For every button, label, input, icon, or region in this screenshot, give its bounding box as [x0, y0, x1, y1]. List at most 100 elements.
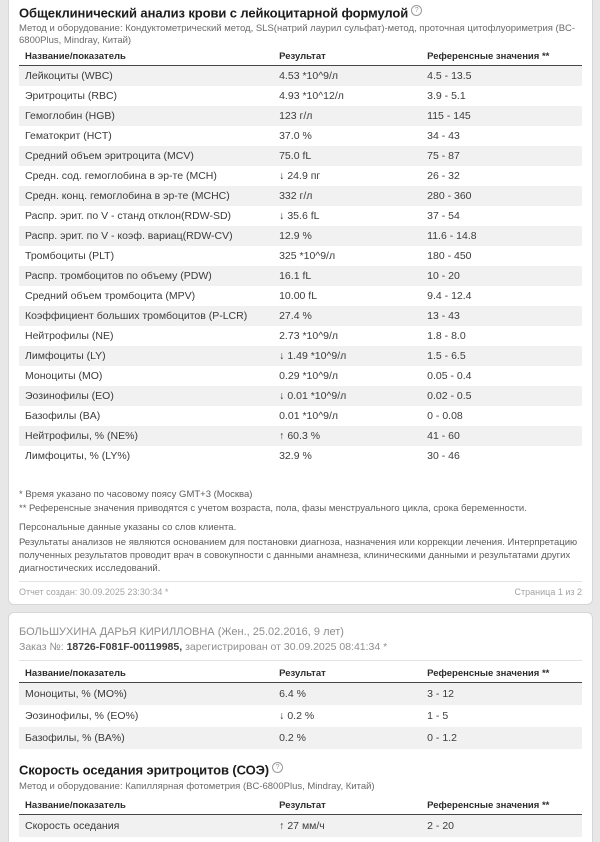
row-result: 0.29 *10^9/л	[279, 370, 427, 382]
order-number: 18726-F081F-00119985,	[66, 641, 183, 654]
info-icon[interactable]: ?	[272, 762, 283, 774]
esr-section-title: Скорость оседания эритроцитов (СОЭ)?	[19, 762, 582, 778]
column-header-name: Название/показатель	[25, 51, 126, 63]
row-reference-range: 30 - 46	[427, 450, 460, 463]
row-name: Лимфоциты, % (LY%)	[25, 450, 131, 463]
table-row: Распр. эрит. по V - коэф. вариац(RDW-CV)…	[19, 226, 582, 247]
row-result: 10.00 fL	[279, 290, 427, 302]
table-row: Средний объем эритроцита (MCV) 75.0 fL 75 …	[19, 146, 582, 167]
table-row: Базофилы, % (BA%) 0.2 % 0 - 1.2	[19, 727, 582, 750]
row-name: Средний объем тромбоцита (MPV)	[25, 290, 196, 303]
row-name: Скорость оседания	[25, 819, 120, 832]
row-result-value: 12.9 %	[279, 230, 312, 243]
row-name: Моноциты (MO)	[25, 370, 103, 383]
row-name: Эозинофилы, % (EO%)	[25, 710, 139, 723]
table-row: Базофилы (BA) 0.01 *10^9/л 0 - 0.08	[19, 406, 582, 426]
row-result-value: 1.49 *10^9/л	[287, 350, 347, 363]
table-row: Моноциты (MO) 0.29 *10^9/л 0.05 - 0.4	[19, 366, 582, 386]
row-result: 75.0 fL	[279, 150, 427, 162]
row-name: Распр. тромбоцитов по объему (PDW)	[25, 270, 212, 283]
footnote-timezone: * Время указано по часовому поясу GMT+3 …	[19, 489, 253, 501]
row-name: Средн. сод. гемоглобина в эр-те (MCH)	[25, 170, 217, 183]
report-created-timestamp: Отчет создан: 30.09.2025 23:30:34 *	[19, 587, 169, 598]
row-name: Гематокрит (HCT)	[25, 130, 112, 143]
esr-section-title-text: Скорость оседания эритроцитов (СОЭ)	[19, 762, 269, 778]
footnote-reference: ** Референсные значения приводятся с уче…	[19, 503, 527, 515]
row-reference-range: 13 - 43	[427, 310, 460, 323]
row-reference-range: 0.05 - 0.4	[427, 370, 472, 383]
row-name: Моноциты, % (MO%)	[25, 688, 127, 701]
info-icon[interactable]: ?	[411, 5, 423, 16]
order-info: Заказ №: 18726-F081F-00119985, зарегистр…	[19, 640, 582, 654]
order-registered: зарегистрирован от 30.09.2025 08:41:34 *	[182, 641, 388, 654]
row-reference-range: 37 - 54	[427, 210, 460, 223]
row-name: Эозинофилы (EO)	[25, 390, 114, 403]
order-label: Заказ №:	[19, 641, 67, 654]
table-row: Нейтрофилы (NE) 2.73 *10^9/л 1.8 - 8.0	[19, 326, 582, 346]
table-row: Распр. тромбоцитов по объему (PDW) 16.1 f…	[19, 266, 582, 287]
row-result-value: 332 г/л	[279, 190, 313, 203]
table-row: Распр. эрит. по V - станд отклон(RDW-SD)…	[19, 206, 582, 226]
row-name: Распр. эрит. по V - станд отклон(RDW-SD)	[25, 210, 232, 223]
row-reference-range: 75 - 87	[427, 150, 460, 163]
row-result: ↓ 0.01 *10^9/л	[279, 390, 427, 402]
arrow-up-icon: ↑	[279, 430, 285, 443]
row-reference-range: 180 - 450	[427, 250, 472, 263]
row-result-value: 10.00 fL	[279, 290, 318, 303]
personal-data-note: Персональные данные указаны со слов клие…	[19, 522, 237, 534]
row-result-value: 16.1 fL	[279, 270, 312, 283]
row-reference-range: 0 - 0.08	[427, 410, 463, 423]
row-reference-range: 0 - 1.2	[427, 732, 457, 745]
row-result: 4.93 *10^12/л	[279, 90, 427, 102]
row-reference-range: 4.5 - 13.5	[427, 70, 472, 83]
row-name: Тромбоциты (PLT)	[25, 250, 115, 263]
table-row: Гематокрит (HCT) 37.0 % 34 - 43	[19, 126, 582, 146]
row-reference-range: 10 - 20	[427, 270, 460, 283]
row-result: 12.9 %	[279, 230, 427, 242]
row-result: 6.4 %	[279, 688, 427, 700]
table-row: Лимфоциты, % (LY%) 32.9 % 30 - 46	[19, 446, 582, 466]
row-name: Гемоглобин (HGB)	[25, 110, 115, 123]
row-result-value: 123 г/л	[279, 110, 313, 123]
arrow-down-icon: ↓	[279, 390, 285, 403]
lab-report-page: { "cbc": { "title": "Общеклинический ана…	[8, 0, 593, 842]
row-result-value: 75.0 fL	[279, 150, 312, 163]
row-reference-range: 9.4 - 12.4	[427, 290, 472, 303]
esr-table-header: Название/показатель Результат Референсны…	[19, 799, 582, 815]
column-header-result: Результат	[279, 668, 326, 680]
row-result: ↓ 35.6 fL	[279, 210, 427, 222]
row-reference-range: 115 - 145	[427, 110, 471, 123]
table-row: Лимфоциты (LY) ↓ 1.49 *10^9/л 1.5 - 6.5	[19, 346, 582, 367]
row-result: 4.53 *10^9/л	[279, 70, 427, 82]
row-result-value: 27.4 %	[279, 310, 312, 323]
row-result: 37.0 %	[279, 130, 427, 142]
row-reference-range: 1.8 - 8.0	[427, 330, 466, 343]
arrow-down-icon: ↓	[279, 210, 285, 223]
row-reference-range: 1.5 - 6.5	[427, 350, 466, 363]
arrow-down-icon: ↓	[279, 710, 285, 723]
table-row: Скорость оседания ↑ 27 мм/ч 2 - 20	[19, 814, 582, 837]
esr-table: Название/показатель Результат Референсны…	[19, 799, 582, 837]
row-name: Лейкоциты (WBC)	[25, 70, 113, 83]
row-result-value: 24.9 пг	[287, 170, 321, 183]
row-result: ↑ 60.3 %	[279, 430, 427, 442]
cbc-table-header: Название/показатель Результат Референсны…	[19, 50, 582, 67]
row-result-value: 4.93 *10^12/л	[279, 90, 344, 103]
esr-table-body: Скорость оседания ↑ 27 мм/ч 2 - 20	[19, 814, 582, 837]
column-header-result: Результат	[279, 51, 326, 63]
row-reference-range: 3.9 - 5.1	[427, 90, 466, 103]
row-result-value: 2.73 *10^9/л	[279, 330, 339, 343]
row-name: Базофилы (BA)	[25, 410, 101, 423]
page-indicator: Страница 1 из 2	[514, 587, 582, 598]
row-name: Коэффициент больших тромбоцитов (P-LCR)	[25, 310, 248, 323]
row-result: 332 г/л	[279, 190, 427, 202]
row-reference-range: 1 - 5	[427, 710, 449, 723]
row-result: 0.01 *10^9/л	[279, 410, 427, 422]
disclaimer-note: Результаты анализов не являются основани…	[19, 537, 578, 575]
row-reference-range: 41 - 60	[427, 430, 460, 443]
row-name: Эритроциты (RBC)	[25, 90, 118, 103]
row-result-value: 0.2 %	[279, 732, 306, 745]
row-reference-range: 11.6 - 14.8	[427, 230, 477, 243]
row-result-value: 0.01 *10^9/л	[279, 410, 339, 423]
table-row: Эритроциты (RBC) 4.93 *10^12/л 3.9 - 5.1	[19, 86, 582, 106]
